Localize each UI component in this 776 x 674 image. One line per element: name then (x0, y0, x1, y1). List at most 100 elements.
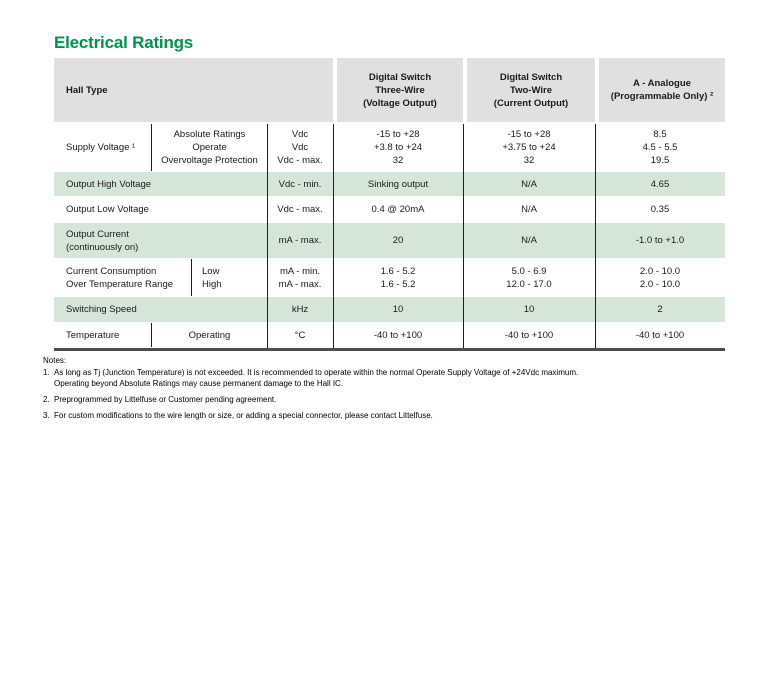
value: -40 to +100 (373, 329, 423, 341)
header-gap (595, 58, 599, 122)
unit-value: °C (294, 329, 306, 341)
value: N/A (521, 235, 537, 246)
note-item-3: 3. For custom modifications to the wire … (43, 410, 743, 421)
header-line: (Voltage Output) (363, 97, 437, 109)
row-label: Output High Voltage (66, 178, 152, 190)
unit-value: Vdc - max. (277, 204, 323, 215)
cell-sub-labels: Absolute Ratings Operate Overvoltage Pro… (152, 124, 267, 171)
value: -1.0 to +1.0 (635, 235, 685, 246)
note-line: For custom modifications to the wire len… (54, 411, 433, 420)
value: 4.65 (650, 178, 670, 190)
note-number: 3. (43, 411, 50, 420)
row-label: Over Temperature Range (66, 278, 174, 290)
cell-row-label: Switching Speed (54, 297, 267, 322)
header-line: Digital Switch (499, 71, 563, 83)
cell-row-label: Output High Voltage (54, 172, 267, 196)
sub-label: Absolute Ratings (173, 129, 246, 140)
table-body: Supply Voltage ¹ Absolute Ratings Operat… (54, 124, 725, 348)
cell-units: mA - min. mA - max. (267, 259, 333, 296)
cell-units: kHz (267, 297, 333, 322)
value: 10 (392, 304, 404, 315)
cell-three-wire: -40 to +100 (333, 323, 463, 347)
unit-value: kHz (291, 304, 309, 315)
unit-value: Vdc (291, 129, 309, 140)
column-divider (267, 124, 268, 348)
value: 10 (523, 304, 535, 315)
value: 8.5 (653, 129, 667, 140)
cell-row-label: Output Low Voltage (54, 197, 267, 222)
cell-units: Vdc Vdc Vdc - max. (267, 124, 333, 171)
row-output-current: Output Current (continuously on) mA - ma… (54, 223, 725, 259)
cell-units: °C (267, 323, 333, 347)
header-gap (333, 58, 337, 122)
header-cell-three-wire: Digital Switch Three-Wire (Voltage Outpu… (337, 58, 463, 122)
value: 2 (657, 304, 663, 315)
value: 5.0 - 6.9 (511, 265, 547, 277)
cell-row-label: Temperature (54, 323, 152, 347)
cell-three-wire: 1.6 - 5.2 1.6 - 5.2 (333, 259, 463, 296)
electrical-ratings-table: Hall Type Digital Switch Three-Wire (Vol… (54, 58, 725, 351)
value: 20 (392, 235, 404, 246)
note-text: As long as Tj (Junction Temperature) is … (54, 367, 578, 389)
cell-analogue: -1.0 to +1.0 (595, 223, 725, 258)
header-line: (Programmable Only) ² (610, 91, 714, 102)
row-label: Temperature (66, 329, 120, 341)
header-cell-hall-type: Hall Type (54, 58, 333, 122)
note-line: As long as Tj (Junction Temperature) is … (54, 368, 579, 377)
value: 2.0 - 10.0 (639, 278, 681, 290)
cell-analogue: 8.5 4.5 - 5.5 19.5 (595, 124, 725, 171)
note-item-1: 1. As long as Tj (Junction Temperature) … (43, 367, 743, 389)
value: N/A (521, 178, 537, 190)
page-title: Electrical Ratings (54, 33, 194, 52)
cell-two-wire: -15 to +28 +3.75 to +24 32 (463, 124, 595, 171)
value: +3.75 to +24 (502, 142, 556, 153)
row-output-low-voltage: Output Low Voltage Vdc - max. 0.4 @ 20mA… (54, 197, 725, 223)
value: N/A (521, 204, 537, 215)
header-cell-two-wire: Digital Switch Two-Wire (Current Output) (467, 58, 595, 122)
cell-row-label: Supply Voltage ¹ (54, 124, 152, 171)
header-line: (Current Output) (493, 97, 569, 109)
row-current-consumption: Current Consumption Over Temperature Ran… (54, 259, 725, 297)
cell-two-wire: N/A (463, 197, 595, 222)
unit-value: Vdc - max. (277, 155, 323, 166)
cell-sub-labels: Operating (152, 323, 267, 347)
header-gap (463, 58, 467, 122)
cell-sub-labels: Low High (192, 259, 267, 296)
row-switching-speed: Switching Speed kHz 10 10 2 (54, 297, 725, 323)
cell-row-label: Output Current (continuously on) (54, 223, 267, 258)
cell-units: Vdc - min. (267, 172, 333, 196)
row-temperature: Temperature Operating °C -40 to +100 -40… (54, 323, 725, 348)
value: 1.6 - 5.2 (380, 265, 416, 277)
value: -40 to +100 (504, 329, 554, 341)
cell-analogue: 4.65 (595, 172, 725, 196)
row-supply-voltage: Supply Voltage ¹ Absolute Ratings Operat… (54, 124, 725, 172)
note-number: 1. (43, 368, 50, 377)
value: 12.0 - 17.0 (506, 278, 552, 290)
cell-analogue: -40 to +100 (595, 323, 725, 347)
sub-label: Operate (192, 142, 227, 153)
cell-two-wire: -40 to +100 (463, 323, 595, 347)
row-output-high-voltage: Output High Voltage Vdc - min. Sinking o… (54, 172, 725, 197)
note-number: 2. (43, 395, 50, 404)
unit-value: mA - max. (278, 235, 322, 246)
cell-units: mA - max. (267, 223, 333, 258)
hall-type-label: Hall Type (66, 84, 108, 96)
value: Sinking output (367, 178, 429, 190)
row-label: Output Current (66, 228, 129, 240)
value: 2.0 - 10.0 (639, 265, 681, 277)
value: 32 (392, 155, 404, 166)
row-label: Output Low Voltage (66, 204, 149, 215)
value: 32 (523, 155, 535, 166)
header-cell-analogue: A - Analogue (Programmable Only) ² (599, 58, 725, 122)
value: 0.4 @ 20mA (371, 204, 425, 215)
sub-label: Operating (188, 329, 231, 341)
value: -15 to +28 (376, 129, 420, 140)
cell-two-wire: 5.0 - 6.9 12.0 - 17.0 (463, 259, 595, 296)
sub-label: High (202, 278, 222, 290)
unit-value: Vdc - min. (278, 178, 322, 190)
table-bottom-rule (54, 348, 725, 351)
cell-three-wire: 0.4 @ 20mA (333, 197, 463, 222)
header-line: A - Analogue (633, 78, 691, 89)
cell-units: Vdc - max. (267, 197, 333, 222)
